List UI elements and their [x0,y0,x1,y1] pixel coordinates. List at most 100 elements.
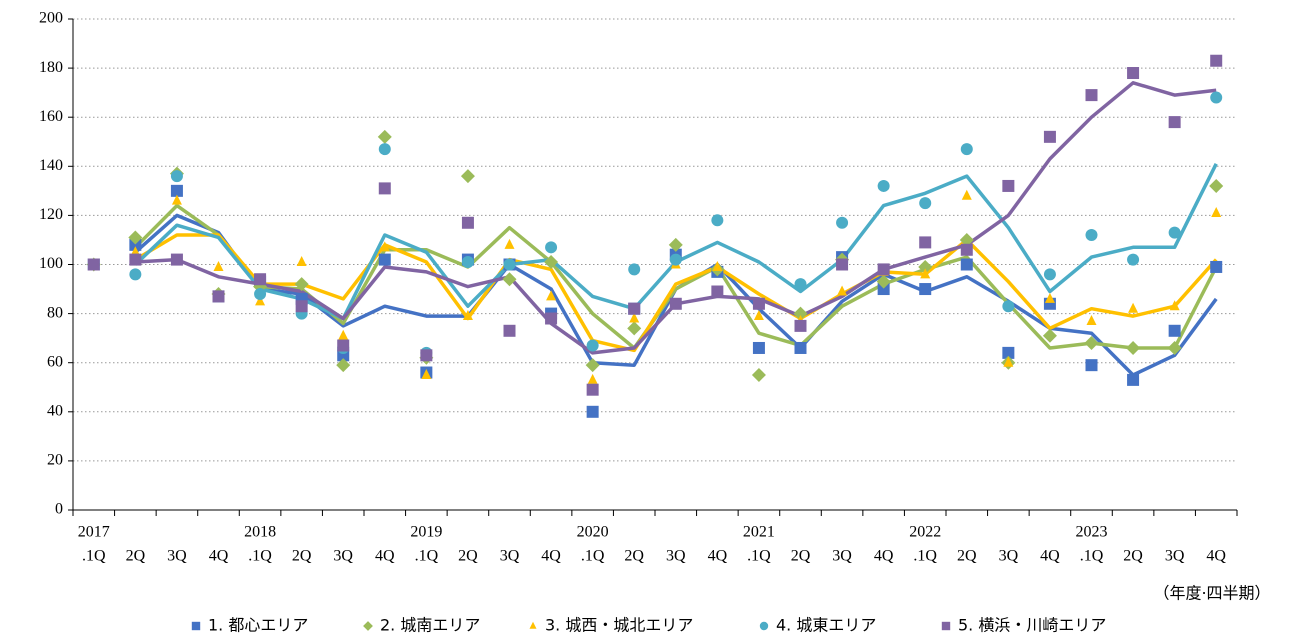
y-tick-label: 80 [47,304,63,321]
marker [87,258,100,271]
marker [793,306,808,321]
marker [254,287,267,300]
x-tick-label: .1Q [1080,548,1104,565]
marker [545,312,558,325]
y-tick-label: 120 [39,206,63,223]
marker [959,232,974,247]
marker [919,197,932,210]
legend-item: 2. 城南エリア [363,616,480,635]
marker [378,182,391,195]
legend-item: 1. 都心エリア [191,616,308,635]
marker [752,341,765,354]
marker [295,300,308,313]
marker [960,243,973,256]
marker [669,253,682,266]
marker [1211,206,1222,217]
marker [1044,292,1055,303]
marker [338,329,349,340]
legend-label: 2. 城南エリア [380,616,480,635]
marker [961,189,972,200]
marker [1126,340,1141,355]
legend-label: 3. 城西・城北エリア [545,616,693,635]
marker [294,277,309,292]
marker [960,143,973,156]
marker [170,184,183,197]
marker [628,302,641,315]
x-tick-label: 4Q [375,548,395,565]
marker [1002,346,1015,359]
marker [586,383,599,396]
legend-label: 5. 横浜・川崎エリア [958,616,1106,635]
marker [1210,91,1223,104]
marker [1127,67,1140,80]
marker [1128,302,1139,313]
marker [1042,328,1057,343]
x-tick-label: 3Q [500,548,520,565]
marker [212,290,225,303]
marker [668,237,683,252]
marker [421,368,432,379]
x-tick-label: .1Q [747,548,771,565]
marker [170,253,183,266]
y-tick-label: 100 [39,255,63,272]
x-tick-label: 3Q [666,548,686,565]
marker [627,321,642,336]
marker [336,358,351,373]
marker [1168,116,1181,129]
marker [837,285,848,296]
marker [546,290,557,301]
marker [836,258,849,271]
x-tick-label: 3Q [167,548,187,565]
marker [129,238,142,251]
marker [461,216,474,229]
x-tick-label: 2Q [624,548,644,565]
x-tick-label: 2Q [126,548,146,565]
x-tick-label: 4Q [708,548,728,565]
legend-marker [363,621,373,631]
marker [1085,359,1098,372]
marker [254,273,267,286]
marker [960,258,973,271]
marker [877,283,890,296]
marker [876,274,891,289]
marker [752,297,765,310]
marker [1127,253,1140,266]
marker [502,272,517,287]
legend-marker [759,621,769,631]
marker [1086,314,1097,325]
x-tick-label: 4Q [1040,548,1060,565]
x-tick-label: 4Q [874,548,894,565]
marker [1169,300,1180,311]
x-tick-label: 2Q [458,548,478,565]
x-tick-label: 2Q [791,548,811,565]
x-tick-label: 3Q [1165,548,1185,565]
y-tick-label: 140 [39,157,63,174]
trend-line [134,233,1218,353]
marker [1209,178,1224,193]
x-tick-label: 2Q [292,548,312,565]
marker [379,241,390,252]
marker [213,260,224,271]
marker [629,312,640,323]
marker [1210,260,1223,273]
marker [1167,340,1182,355]
x-year-label: 2021 [743,524,775,541]
marker [296,256,307,267]
marker [918,259,933,274]
marker [378,253,391,266]
x-tick-label: 4Q [209,548,229,565]
marker [460,169,475,184]
marker [337,339,350,352]
legend-label: 4. 城東エリア [776,616,876,635]
x-year-label: 2017 [78,524,110,541]
marker [377,129,392,144]
marker [1003,356,1014,367]
legend-item: 3. 城西・城北エリア [529,616,693,635]
x-tick-label: 4Q [541,548,561,565]
marker [170,170,183,183]
marker [129,268,142,281]
x-tick-label: .1Q [415,548,439,565]
marker [378,143,391,156]
x-tick-label: .1Q [248,548,272,565]
